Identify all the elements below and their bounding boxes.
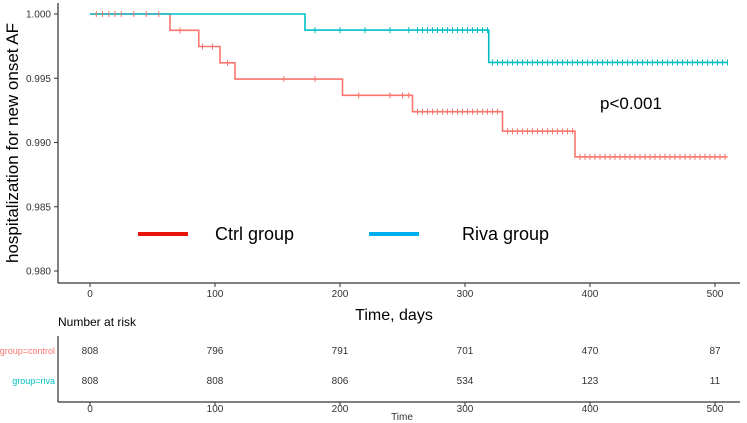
survival-plot: 0.980 0.985 0.990 0.995 1.000 0 100 200 300 400 5…: [3, 3, 740, 324]
x-tick-label: 100: [207, 289, 224, 300]
risk-cell: 806: [332, 376, 349, 387]
risk-table-cells: 808 796 791 701 470 87 808 808 806 534 123 11: [82, 346, 721, 387]
p-value-annotation: p<0.001: [600, 94, 662, 113]
legend: Ctrl group Riva group: [138, 224, 549, 244]
legend-label-riva: Riva group: [462, 224, 549, 244]
legend-label-ctrl: Ctrl group: [215, 224, 294, 244]
risk-x-tick-label: 100: [207, 404, 224, 415]
x-axis-label: Time, days: [355, 307, 433, 324]
series-curves: [90, 13, 728, 158]
ctrl-curve: [90, 13, 728, 158]
x-tick-label: 300: [457, 289, 474, 300]
risk-cell: 796: [207, 346, 224, 357]
risk-x-tick-label: 300: [457, 404, 474, 415]
risk-cell: 470: [582, 346, 599, 357]
x-tick-group: 0 100 200 300 400 500: [87, 283, 724, 300]
y-tick-label: 1.000: [26, 10, 51, 21]
y-tick-label: 0.995: [26, 74, 51, 85]
risk-cell: 808: [82, 346, 99, 357]
risk-cell: 11: [710, 376, 721, 387]
risk-x-tick-label: 400: [582, 404, 599, 415]
censor-marks: [95, 11, 728, 160]
risk-table-x-ticks: 0 100 200 300 400 500: [87, 402, 724, 415]
risk-cell: 808: [207, 376, 224, 387]
y-tick-label: 0.985: [26, 202, 51, 213]
x-tick-label: 0: [87, 289, 93, 300]
x-tick-label: 500: [707, 289, 724, 300]
risk-cell: 791: [332, 346, 349, 357]
y-tick-group: 0.980 0.985 0.990 0.995 1.000: [26, 10, 58, 278]
risk-row-label-riva: group=riva: [12, 376, 55, 386]
x-tick-label: 200: [332, 289, 349, 300]
y-tick-label: 0.980: [26, 267, 51, 278]
risk-cell: 808: [82, 376, 99, 387]
y-axis-label: hospitalization for new onset AF: [3, 23, 22, 263]
x-tick-label: 400: [582, 289, 599, 300]
risk-table-title: Number at risk: [58, 315, 137, 329]
riva-curve: [90, 13, 728, 64]
risk-x-tick-label: 500: [707, 404, 724, 415]
risk-x-tick-label: 0: [87, 404, 93, 415]
risk-cell: 87: [709, 346, 721, 357]
risk-table-x-label: Time: [391, 412, 413, 423]
risk-table: Number at risk group=control group=riva …: [0, 315, 740, 423]
risk-cell: 534: [457, 376, 474, 387]
risk-x-tick-label: 200: [332, 404, 349, 415]
risk-cell: 123: [582, 376, 599, 387]
risk-row-label-control: group=control: [0, 346, 55, 356]
risk-cell: 701: [457, 346, 474, 357]
y-tick-label: 0.990: [26, 138, 51, 149]
